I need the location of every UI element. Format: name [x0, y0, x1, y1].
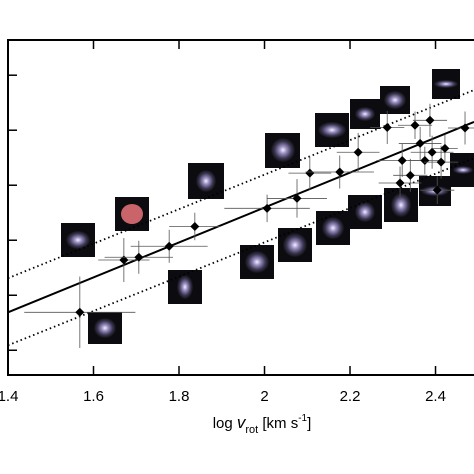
- x-tick-label: 1.6: [83, 388, 104, 405]
- point: [405, 170, 415, 180]
- x-tick-label: 1.4: [0, 388, 18, 405]
- point: [436, 157, 446, 167]
- point: [119, 255, 129, 265]
- point: [292, 193, 302, 203]
- point: [427, 147, 437, 157]
- point: [262, 203, 272, 213]
- point: [432, 185, 442, 195]
- x-tick-label: 2.2: [340, 388, 361, 405]
- fit-line: [7, 121, 474, 314]
- point: [425, 115, 435, 125]
- point: [420, 155, 430, 165]
- point: [410, 120, 420, 130]
- point: [440, 143, 450, 153]
- point: [460, 123, 470, 133]
- point: [190, 221, 200, 231]
- galaxy-thumbnails: [61, 69, 474, 344]
- fit-line: [7, 89, 474, 280]
- x-tick-label: 2.4: [425, 388, 446, 405]
- point: [335, 167, 345, 177]
- point: [395, 178, 405, 188]
- point: [164, 241, 174, 251]
- point: [75, 307, 85, 317]
- x-axis-label: log vrot [km s-1]: [213, 413, 312, 436]
- point: [305, 168, 315, 178]
- point: [134, 252, 144, 262]
- x-tick-label: 2: [260, 388, 268, 405]
- point: [397, 155, 407, 165]
- x-tick-label: 1.8: [169, 388, 190, 405]
- plot-frame: [7, 39, 474, 376]
- point: [353, 147, 363, 157]
- point: [415, 138, 425, 148]
- point: [382, 122, 392, 132]
